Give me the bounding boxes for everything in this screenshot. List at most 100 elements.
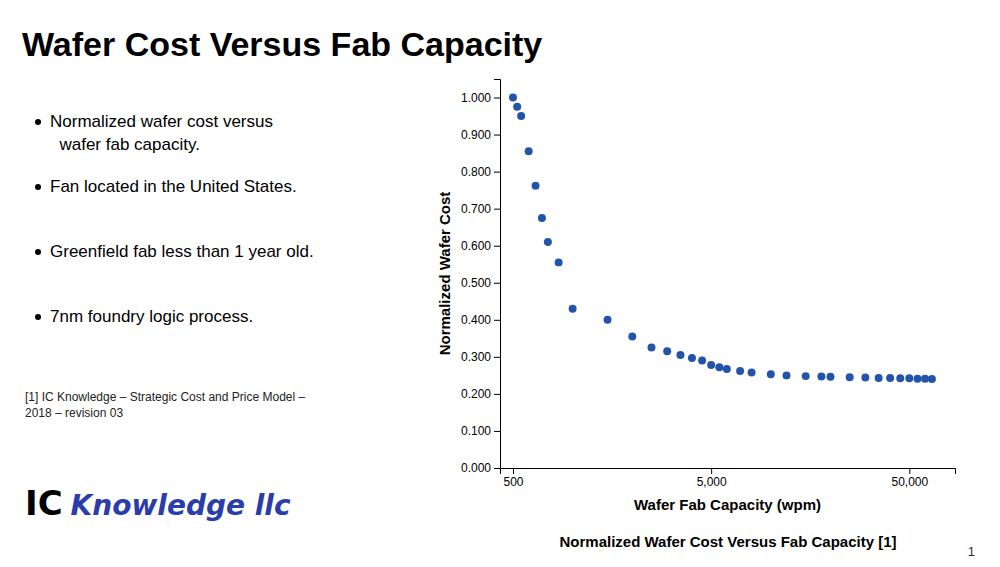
tick: 0.100 xyxy=(461,424,500,438)
page: Wafer Cost Versus Fab Capacity Normalized… xyxy=(0,0,1000,567)
tick-mark xyxy=(494,135,500,136)
tick-mark xyxy=(494,357,500,358)
point xyxy=(723,365,731,373)
tick-label: 0.800 xyxy=(461,165,491,179)
tick-label: 5,000 xyxy=(697,475,727,489)
tick-label: 0.300 xyxy=(461,350,491,364)
point xyxy=(846,373,854,381)
y-axis: 0.000 0.100 0.200 0.300 0.400 0.500 0.600 0.700… xyxy=(461,80,501,476)
tick-mark xyxy=(494,320,500,321)
tick: 0.000 xyxy=(461,461,500,475)
tick-mark xyxy=(513,468,514,474)
tick-label: 0.400 xyxy=(461,313,491,327)
bullet-line: Greenfield fab less than 1 year old. xyxy=(50,242,314,261)
chart: 5005,00050,0000.0000.1000.2000.3000.4000… xyxy=(436,80,956,551)
tick-label: 0.000 xyxy=(461,461,491,475)
tick: 0.200 xyxy=(461,387,500,401)
point xyxy=(648,344,656,352)
tick-mark xyxy=(494,283,500,284)
point xyxy=(688,354,696,362)
tick: 50,000 xyxy=(891,468,928,489)
tick-label: 0.200 xyxy=(461,387,491,401)
bullet-line: Normalized wafer cost versus xyxy=(50,112,273,131)
tick-mark xyxy=(494,431,500,432)
tick: 5,000 xyxy=(697,468,727,489)
point xyxy=(555,258,563,266)
footnote-line: 2018 – revision 03 xyxy=(25,406,123,420)
tick: 0.600 xyxy=(461,239,500,253)
tick-label: 0.700 xyxy=(461,202,491,216)
tick: 0.300 xyxy=(461,350,500,364)
logo-text: Knowledge llc xyxy=(71,489,291,522)
bullet-line: 7nm foundry logic process. xyxy=(50,307,253,326)
tick: 0.900 xyxy=(461,128,500,142)
point xyxy=(509,94,517,102)
point xyxy=(544,238,552,246)
bullet-dot xyxy=(35,314,41,320)
tick-mark xyxy=(494,172,500,173)
tick-label: 50,000 xyxy=(891,475,928,489)
page-number: 1 xyxy=(968,544,975,559)
footnote: [1] IC Knowledge – Strategic Cost and Pr… xyxy=(25,390,305,420)
point xyxy=(715,363,723,371)
point xyxy=(525,147,533,155)
tick-mark xyxy=(494,246,500,247)
point xyxy=(914,375,922,383)
tick: 0.800 xyxy=(461,165,500,179)
x-axis: 500 5,000 50,000 xyxy=(501,468,956,489)
bullet-text: Fan located in the United States. xyxy=(50,177,297,196)
point xyxy=(826,373,834,381)
point xyxy=(896,374,904,382)
axis-line xyxy=(501,469,956,475)
tick-label: 1.000 xyxy=(461,91,491,105)
point xyxy=(802,372,810,380)
point xyxy=(513,103,521,111)
tick-label: 0.500 xyxy=(461,276,491,290)
logo-text: IC xyxy=(25,483,63,523)
tick-label: 0.100 xyxy=(461,424,491,438)
bullet-text: Greenfield fab less than 1 year old. xyxy=(50,242,314,261)
point xyxy=(905,374,913,382)
point xyxy=(736,367,744,375)
tick-label: 500 xyxy=(503,475,523,489)
bullet-dot xyxy=(35,184,41,190)
tick-mark xyxy=(494,98,500,99)
tick: 1.000 xyxy=(461,91,500,105)
point xyxy=(676,351,684,359)
tick-mark xyxy=(494,209,500,210)
y-axis-title: Normalized Wafer Cost xyxy=(436,192,453,356)
bullet-text: 7nm foundry logic process. xyxy=(50,307,253,326)
point xyxy=(748,368,756,376)
point xyxy=(663,347,671,355)
axis-line xyxy=(494,80,501,469)
point xyxy=(875,374,883,382)
point xyxy=(921,375,929,383)
tick-mark xyxy=(494,394,500,395)
points xyxy=(509,94,936,384)
tick-label: 0.900 xyxy=(461,128,491,142)
tick-mark xyxy=(909,468,910,474)
point xyxy=(861,374,869,382)
bullet-text: Normalized wafer cost versus wafer fab c… xyxy=(50,112,273,154)
footnote-line: [1] IC Knowledge – Strategic Cost and Pr… xyxy=(25,390,305,404)
tick: 0.700 xyxy=(461,202,500,216)
point xyxy=(928,375,936,383)
tick: 500 xyxy=(503,468,523,489)
bullet-dot xyxy=(35,119,41,125)
chart-caption: Normalized Wafer Cost Versus Fab Capacit… xyxy=(559,533,896,550)
point xyxy=(783,371,791,379)
point xyxy=(538,214,546,222)
point xyxy=(517,112,525,120)
point xyxy=(707,361,715,369)
page-title: Wafer Cost Versus Fab Capacity xyxy=(22,25,542,63)
tick-label: 0.600 xyxy=(461,239,491,253)
tick: 0.400 xyxy=(461,313,500,327)
point xyxy=(886,374,894,382)
bullet-dot xyxy=(35,249,41,255)
point xyxy=(532,182,540,190)
bullet-line: Fan located in the United States. xyxy=(50,177,297,196)
bullet-line: wafer fab capacity. xyxy=(50,135,200,154)
tick: 0.500 xyxy=(461,276,500,290)
point xyxy=(698,357,706,365)
tick-mark xyxy=(494,468,500,469)
